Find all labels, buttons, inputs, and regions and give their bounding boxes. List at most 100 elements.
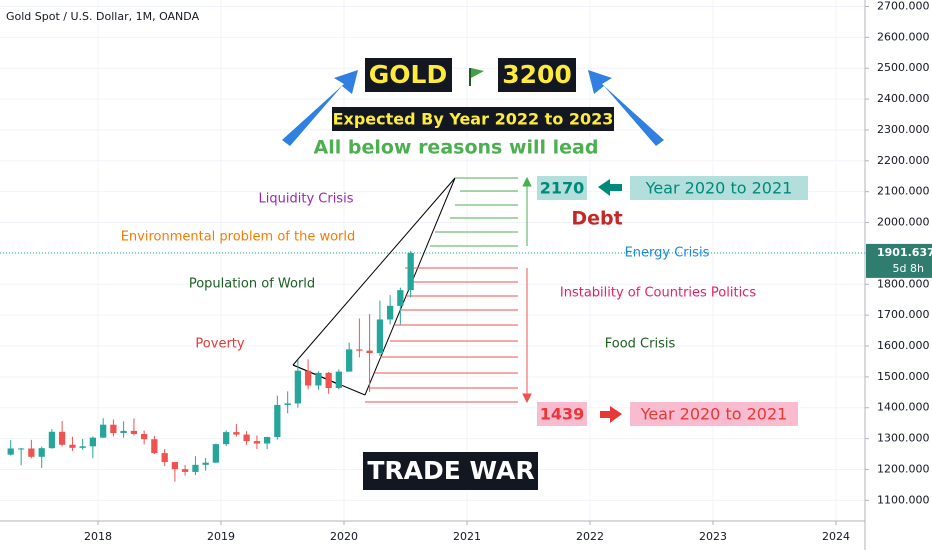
last-price-box: [866, 243, 932, 278]
candle-body: [386, 305, 394, 320]
reason: Population of World: [189, 277, 315, 292]
candle-body: [356, 349, 363, 351]
candle-body: [223, 432, 230, 445]
reason: Poverty: [195, 337, 244, 352]
reason: Energy Crisis: [625, 246, 710, 261]
reason: Food Crisis: [605, 337, 676, 352]
candle-body: [284, 403, 291, 405]
y-tick-label: 2200.000: [877, 154, 930, 167]
candle-body: [18, 448, 25, 450]
candle-body: [212, 444, 219, 463]
candles: [7, 250, 414, 482]
label-box: [498, 58, 576, 92]
y-tick-label: 2000.000: [877, 216, 930, 229]
candle-body: [130, 430, 138, 434]
countdown: 5d 8h: [893, 262, 924, 275]
y-tick-label: 1800.000: [877, 277, 930, 290]
candle-body: [151, 439, 158, 454]
candle-body: [69, 444, 76, 448]
candle-body: [253, 441, 261, 444]
y-tick-label: 2700.000: [877, 0, 930, 12]
gold-label: GOLD: [369, 60, 447, 89]
reason: Liquidity Crisis: [259, 192, 354, 207]
candle-body: [366, 350, 373, 354]
candle-body: [181, 469, 189, 472]
candle-body: [407, 252, 414, 291]
high-period: Year 2020 to 2021: [645, 179, 793, 198]
candle-body: [294, 370, 302, 404]
y-tick-label: 1400.000: [877, 401, 930, 414]
x-tick-label: 2022: [576, 530, 604, 543]
candle-body: [7, 448, 14, 455]
candle-body: [346, 349, 353, 372]
candle-body: [171, 462, 179, 470]
candle-body: [274, 404, 281, 438]
candle-body: [58, 431, 66, 445]
x-tick-label: 2019: [207, 530, 235, 543]
candle-body: [100, 424, 107, 438]
candle-body: [48, 431, 56, 449]
y-tick-label: 2400.000: [877, 92, 930, 105]
candle-body: [315, 372, 322, 386]
arrow: [588, 70, 664, 146]
y-tick-label: 2100.000: [877, 185, 930, 198]
candle-body: [79, 446, 86, 448]
candle-body: [110, 424, 117, 434]
candle-body: [141, 433, 148, 440]
x-tick-label: 2023: [699, 530, 727, 543]
lead-label: All below reasons will lead: [314, 137, 599, 159]
label-box: [630, 176, 808, 200]
label-box: [630, 402, 798, 426]
arrow: [282, 70, 358, 146]
candle-body: [161, 453, 168, 463]
candle-body: [335, 371, 342, 388]
reason: Environmental problem of the world: [121, 230, 356, 245]
target-label: 3200: [502, 60, 572, 89]
y-tick-label: 1500.000: [877, 370, 930, 383]
arrow: [598, 179, 622, 196]
candle-body: [28, 448, 35, 457]
annotations: GOLD 3200 Expected By Year 2022 to 2023 …: [121, 58, 808, 490]
candle-body: [120, 430, 127, 434]
candle-body: [202, 462, 209, 465]
candle-body: [233, 432, 240, 435]
x-tick-label: 2021: [453, 530, 481, 543]
label-box: [537, 176, 587, 200]
y-tick-label: 1200.000: [877, 462, 930, 475]
candle-body: [397, 290, 404, 306]
low-level: 1439: [540, 405, 585, 424]
label-box: [332, 107, 614, 131]
expected-label: Expected By Year 2022 to 2023: [333, 110, 614, 129]
y-tick-label: 2300.000: [877, 123, 930, 136]
candle-body: [243, 434, 250, 442]
low-period: Year 2020 to 2021: [640, 405, 788, 424]
y-tick-label: 1600.000: [877, 339, 930, 352]
y-tick-label: 2500.000: [877, 61, 930, 74]
y-tick-label: 2600.000: [877, 30, 930, 43]
arrow: [600, 406, 622, 423]
candle-body: [304, 370, 312, 386]
candle-body: [89, 437, 96, 447]
high-level: 2170: [540, 179, 585, 198]
y-tick-label: 1700.000: [877, 308, 930, 321]
candle-body: [192, 464, 199, 472]
chart-title: Gold Spot / U.S. Dollar, 1M, OANDA: [6, 10, 200, 23]
label-box: [363, 452, 538, 490]
reason: Instability of Countries Politics: [560, 286, 756, 301]
candle-body: [264, 437, 271, 444]
candle-body: [376, 319, 384, 354]
y-tick-label: 1100.000: [877, 493, 930, 506]
label-box: [537, 402, 587, 426]
trade-war: TRADE WAR: [367, 456, 534, 485]
y-tick-label: 1300.000: [877, 432, 930, 445]
candle-body: [325, 372, 332, 388]
axes: 1100.000 1200.000 1300.000 1400.000 1500.000…: [84, 0, 932, 543]
reason: Debt: [571, 208, 622, 230]
x-tick-label: 2020: [330, 530, 358, 543]
flag: [471, 68, 484, 78]
x-tick-label: 2024: [822, 530, 850, 543]
label-box: [365, 58, 452, 92]
x-tick-label: 2018: [84, 530, 112, 543]
candle-body: [38, 448, 45, 457]
